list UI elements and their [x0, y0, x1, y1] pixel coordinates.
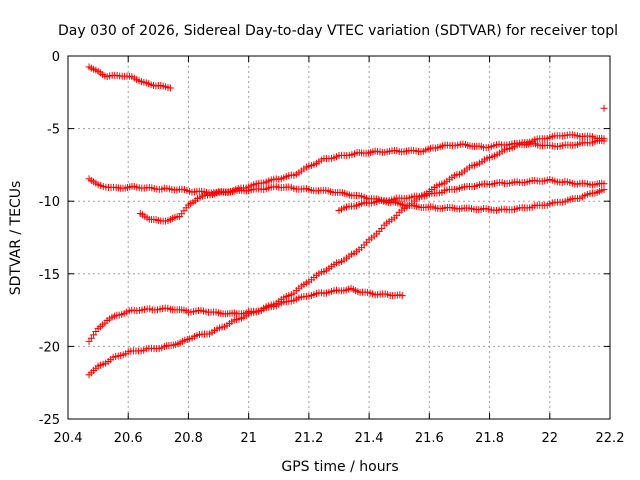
data-point-markers — [136, 137, 608, 225]
x-tick-label: 21 — [240, 431, 257, 446]
x-tick-label: 20.6 — [114, 431, 143, 446]
series-sat-7 — [600, 104, 608, 112]
data-point-markers — [85, 284, 406, 345]
series-sat-1 — [85, 63, 174, 92]
axis-ticks — [67, 55, 611, 420]
y-tick-label: -5 — [47, 123, 60, 138]
axis-labels: 20.4 20.6 20.8 21 21.2 21.4 21.6 21.8 22 22.2 0 -5 -… — [39, 50, 625, 446]
x-tick-label: 20.4 — [54, 431, 83, 446]
x-tick-label: 21.6 — [415, 431, 444, 446]
x-tick-label: 21.2 — [294, 431, 323, 446]
x-axis-title: GPS time / hours — [281, 459, 398, 475]
data-point-markers — [85, 131, 608, 379]
x-tick-label: 22 — [542, 431, 559, 446]
series-sat-3 — [136, 137, 608, 225]
chart-title: Day 030 of 2026, Sidereal Day-to-day VTE… — [58, 23, 618, 39]
series-sat-6 — [335, 175, 608, 214]
data-point-markers — [85, 175, 608, 214]
plot-frame — [67, 55, 611, 420]
data-point-markers — [600, 104, 608, 112]
data-point-markers — [335, 175, 608, 214]
x-tick-label: 20.8 — [174, 431, 203, 446]
y-axis-title: SDTVAR / TECUs — [8, 181, 24, 296]
series-sat-4 — [85, 284, 406, 345]
y-tick-label: -20 — [39, 340, 60, 355]
grid-lines — [68, 56, 610, 419]
x-tick-label: 21.8 — [475, 431, 504, 446]
y-tick-label: 0 — [52, 50, 60, 65]
x-tick-label: 21.4 — [355, 431, 384, 446]
y-tick-label: -15 — [39, 268, 60, 283]
series-sat-5 — [85, 131, 608, 379]
data-point-markers — [85, 63, 174, 92]
x-tick-label: 22.2 — [596, 431, 625, 446]
series-sat-2 — [85, 175, 608, 214]
y-tick-label: -10 — [39, 195, 60, 210]
data-points — [85, 63, 608, 379]
y-tick-label: -25 — [39, 413, 60, 428]
